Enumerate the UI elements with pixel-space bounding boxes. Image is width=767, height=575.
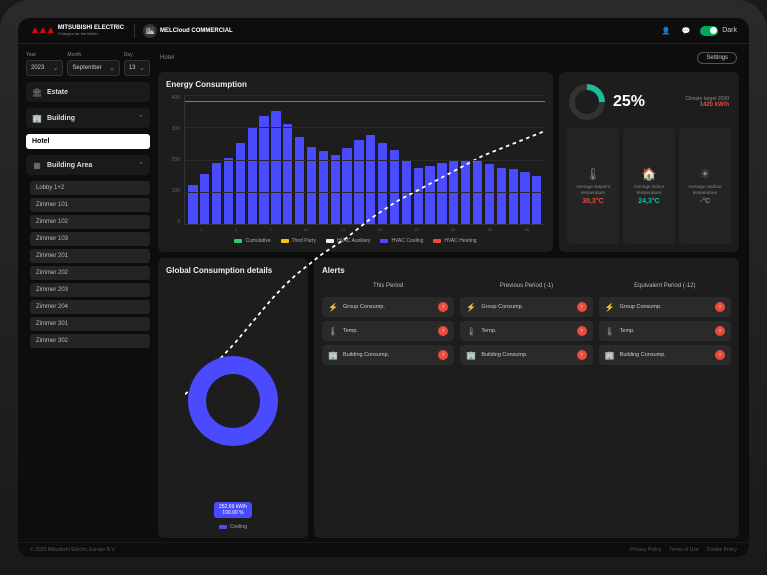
kpi-card: 25% Climate target 2030 1420 kW/h 🌡Avera… <box>559 72 739 252</box>
chevron-up-icon: ⌃ <box>138 114 144 122</box>
tree-building[interactable]: 🏢 Building ⌃ <box>26 108 150 128</box>
alert-badge: › <box>577 302 587 312</box>
mitsubishi-icon: ▲▲▲ <box>30 25 54 36</box>
tree-item[interactable]: Zimmer 201 <box>30 249 150 263</box>
dark-label: Dark <box>722 27 737 34</box>
legend-item: Cooling <box>219 524 247 530</box>
energy-consumption-card: Energy Consumption 4003002001000 1471013… <box>158 72 553 252</box>
help-icon[interactable]: 💬 <box>680 25 692 37</box>
tree-item[interactable]: Zimmer 301 <box>30 317 150 331</box>
kpi-tile: 🏠Average indoor temperature24,3°C <box>623 128 675 244</box>
kpi-tile-icon: 🌡 <box>585 167 600 181</box>
chevron-down-icon: ⌄ <box>109 64 115 72</box>
kpi-tile: ☀Average outdoor temperature-°C <box>679 128 731 244</box>
chevron-down-icon: ⌄ <box>139 64 145 72</box>
alert-icon: 🌡 <box>605 327 615 336</box>
toggle-switch[interactable] <box>700 26 718 36</box>
kpi-donut <box>569 84 605 120</box>
tree-item[interactable]: Zimmer 101 <box>30 198 150 212</box>
kpi-tile-icon: ☀ <box>700 167 711 181</box>
alert-item[interactable]: 🌡Temp.› <box>599 321 731 341</box>
user-icon[interactable]: 👤 <box>660 25 672 37</box>
alert-badge: › <box>577 350 587 360</box>
chevron-up-icon: ⌃ <box>138 161 144 169</box>
brand-logo-2: 🏙 MELCloud COMMERCIAL <box>134 24 233 38</box>
building-icon: 🏢 <box>32 113 42 123</box>
sidebar: Year 2023⌄ Month September⌄ Day 13⌄ 🏛 Es… <box>18 44 158 542</box>
alert-badge: › <box>715 350 725 360</box>
footer-link[interactable]: Privacy Policy <box>630 547 661 553</box>
tree-item[interactable]: Zimmer 103 <box>30 232 150 246</box>
brand-block: ▲▲▲ MITSUBISHI ELECTRIC Changes for the … <box>30 24 233 38</box>
alert-item[interactable]: ⚡Group Consump.› <box>599 297 731 317</box>
alert-item[interactable]: 🏢Building Consump.› <box>599 345 731 365</box>
month-select[interactable]: September⌄ <box>67 60 119 76</box>
energy-chart-title: Energy Consumption <box>166 80 545 89</box>
tree-item[interactable]: Zimmer 302 <box>30 334 150 348</box>
global-donut-label: 252,69 kW/h 100.00 % <box>214 502 252 518</box>
alert-column: Equivalent Period (-12) ⚡Group Consump.› 🌡… <box>599 281 731 530</box>
footer-link[interactable]: Terms of Use <box>669 547 698 553</box>
brand-logo-1: ▲▲▲ MITSUBISHI ELECTRIC Changes for the … <box>30 25 124 36</box>
day-label: Day <box>124 52 150 58</box>
area-icon: ▦ <box>32 160 42 170</box>
tree-item[interactable]: Lobby 1+2 <box>30 181 150 195</box>
brand-1-tagline: Changes for the Better <box>58 31 124 36</box>
year-label: Year <box>26 52 63 58</box>
kpi-percent: 25% <box>613 93 645 111</box>
alert-badge: › <box>715 326 725 336</box>
melcloud-icon: 🏙 <box>143 24 157 38</box>
tree-item[interactable]: Zimmer 204 <box>30 300 150 314</box>
month-label: Month <box>67 52 119 58</box>
tree-item[interactable]: Zimmer 203 <box>30 283 150 297</box>
day-select[interactable]: 13⌄ <box>124 60 150 76</box>
tree-building-area[interactable]: ▦ Building Area ⌃ <box>26 155 150 175</box>
global-consumption-card: Global Consumption details 252,69 kW/h 1… <box>158 258 308 538</box>
kpi-meta-value: 1420 kW/h <box>685 102 729 108</box>
global-donut <box>188 356 278 446</box>
tree-estate[interactable]: 🏛 Estate <box>26 82 150 102</box>
footer-copyright: © 2023 Mitsubishi Electric Europe B.V. <box>30 547 116 553</box>
footer-link[interactable]: Cookie Policy <box>707 547 737 553</box>
dark-mode-toggle[interactable]: Dark <box>700 26 737 36</box>
breadcrumb: Hotel <box>160 55 174 61</box>
chevron-down-icon: ⌄ <box>53 64 59 72</box>
tree-item[interactable]: Zimmer 202 <box>30 266 150 280</box>
tree-selected-item[interactable]: Hotel <box>26 134 150 149</box>
kpi-tile: 🌡Average setpoint temperature30,3°C <box>567 128 619 244</box>
alert-icon: ⚡ <box>605 303 615 312</box>
tree-item[interactable]: Zimmer 102 <box>30 215 150 229</box>
settings-button[interactable]: Settings <box>697 52 737 64</box>
top-bar: ▲▲▲ MITSUBISHI ELECTRIC Changes for the … <box>18 18 749 44</box>
alert-column-title: Equivalent Period (-12) <box>599 281 731 293</box>
estate-icon: 🏛 <box>32 87 42 97</box>
alert-badge: › <box>577 326 587 336</box>
alert-badge: › <box>715 302 725 312</box>
kpi-tile-icon: 🏠 <box>642 167 657 181</box>
alert-icon: 🏢 <box>605 351 615 360</box>
year-select[interactable]: 2023⌄ <box>26 60 63 76</box>
brand-2-text: MELCloud COMMERCIAL <box>160 28 233 34</box>
footer: © 2023 Mitsubishi Electric Europe B.V. P… <box>18 542 749 557</box>
